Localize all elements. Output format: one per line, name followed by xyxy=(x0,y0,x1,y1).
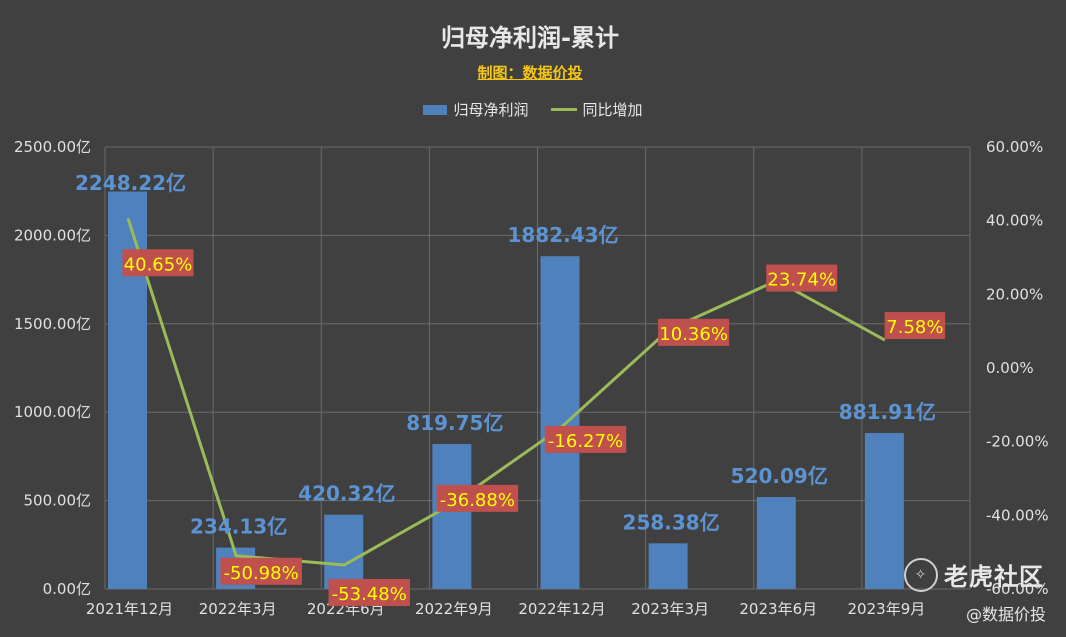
bar xyxy=(324,514,364,589)
legend-swatch-line xyxy=(550,108,577,111)
bar-data-label: 1882.43亿 xyxy=(507,223,618,247)
watermark-author: @数据价投 xyxy=(965,605,1046,624)
line-data-label-box xyxy=(122,249,194,277)
bar-data-label: 234.13亿 xyxy=(190,515,287,539)
bar-data-label: 2248.22亿 xyxy=(75,171,186,195)
chart-title: 归母净利润-累计 xyxy=(441,24,619,52)
line-data-label: 23.74% xyxy=(767,270,836,291)
y-right-tick-label: 20.00% xyxy=(986,285,1043,303)
x-tick-label: 2021年12月 xyxy=(86,600,173,618)
legend-label-line: 同比增加 xyxy=(582,101,643,119)
x-tick-label: 2022年3月 xyxy=(199,600,277,618)
bar xyxy=(756,497,796,589)
line-data-label: -36.88% xyxy=(440,490,515,511)
bar xyxy=(540,256,580,589)
bar-data-label: 258.38亿 xyxy=(623,510,720,534)
line-data-label: -50.98% xyxy=(224,563,299,584)
line-data-label-box xyxy=(766,264,838,292)
bar xyxy=(648,543,688,589)
y-left-tick-label: 0.00亿 xyxy=(43,580,91,598)
bar xyxy=(432,444,472,589)
line-data-label-box xyxy=(220,557,302,585)
x-tick-label: 2023年3月 xyxy=(631,600,709,618)
line-data-label-box xyxy=(658,318,730,346)
legend-swatch-bar xyxy=(423,104,448,115)
y-left-tick-label: 1500.00亿 xyxy=(14,315,91,333)
legend-item-line[interactable]: 同比增加 xyxy=(550,99,643,120)
x-tick-label: 2023年6月 xyxy=(739,600,817,618)
line-data-label: -53.48% xyxy=(332,584,407,605)
line-data-label: 7.58% xyxy=(886,317,943,338)
line-data-label-box xyxy=(884,312,946,340)
line-data-label: -16.27% xyxy=(548,431,623,452)
bar-data-label: 420.32亿 xyxy=(298,482,395,506)
y-right-tick-label: 0.00% xyxy=(986,359,1034,377)
watermark-brand-text: 老虎社区 xyxy=(944,563,1044,591)
bar-data-label: 819.75亿 xyxy=(406,411,503,435)
x-tick-label: 2022年9月 xyxy=(415,600,493,618)
y-left-tick-label: 2000.00亿 xyxy=(14,226,91,244)
x-tick-label: 2023年9月 xyxy=(848,600,926,618)
series-line xyxy=(126,217,886,567)
legend-item-bar[interactable]: 归母净利润 xyxy=(423,99,529,120)
y-right-tick-label: -60.00% xyxy=(986,580,1049,598)
legend-label-bar: 归母净利润 xyxy=(453,101,529,119)
bar-data-label: 881.91亿 xyxy=(839,400,936,424)
y-left-tick-label: 2500.00亿 xyxy=(14,138,91,156)
y-left-tick-label: 1000.00亿 xyxy=(14,403,91,421)
line-data-label-box xyxy=(544,425,627,453)
line-data-label-box xyxy=(328,578,410,606)
y-left-tick-label: 500.00亿 xyxy=(24,492,92,510)
bar xyxy=(864,433,904,589)
tiger-logo-icon: ✧ xyxy=(904,557,938,592)
line-data-label: 40.65% xyxy=(124,254,193,275)
x-tick-label: 2022年12月 xyxy=(518,600,605,618)
y-right-tick-label: 40.00% xyxy=(986,212,1043,230)
watermark-brand: ✧ 老虎社区 xyxy=(904,557,1044,592)
y-right-tick-label: -20.00% xyxy=(986,433,1049,451)
bar-data-label: 520.09亿 xyxy=(731,464,828,488)
line-data-label: 10.36% xyxy=(659,324,728,345)
legend: 归母净利润 同比增加 xyxy=(0,99,1066,120)
line-data-label-box xyxy=(436,484,519,512)
y-right-tick-label: -40.00% xyxy=(986,506,1049,524)
chart-subtitle: 制图：数据价投 xyxy=(477,64,583,82)
y-right-tick-label: 60.00% xyxy=(986,138,1043,156)
